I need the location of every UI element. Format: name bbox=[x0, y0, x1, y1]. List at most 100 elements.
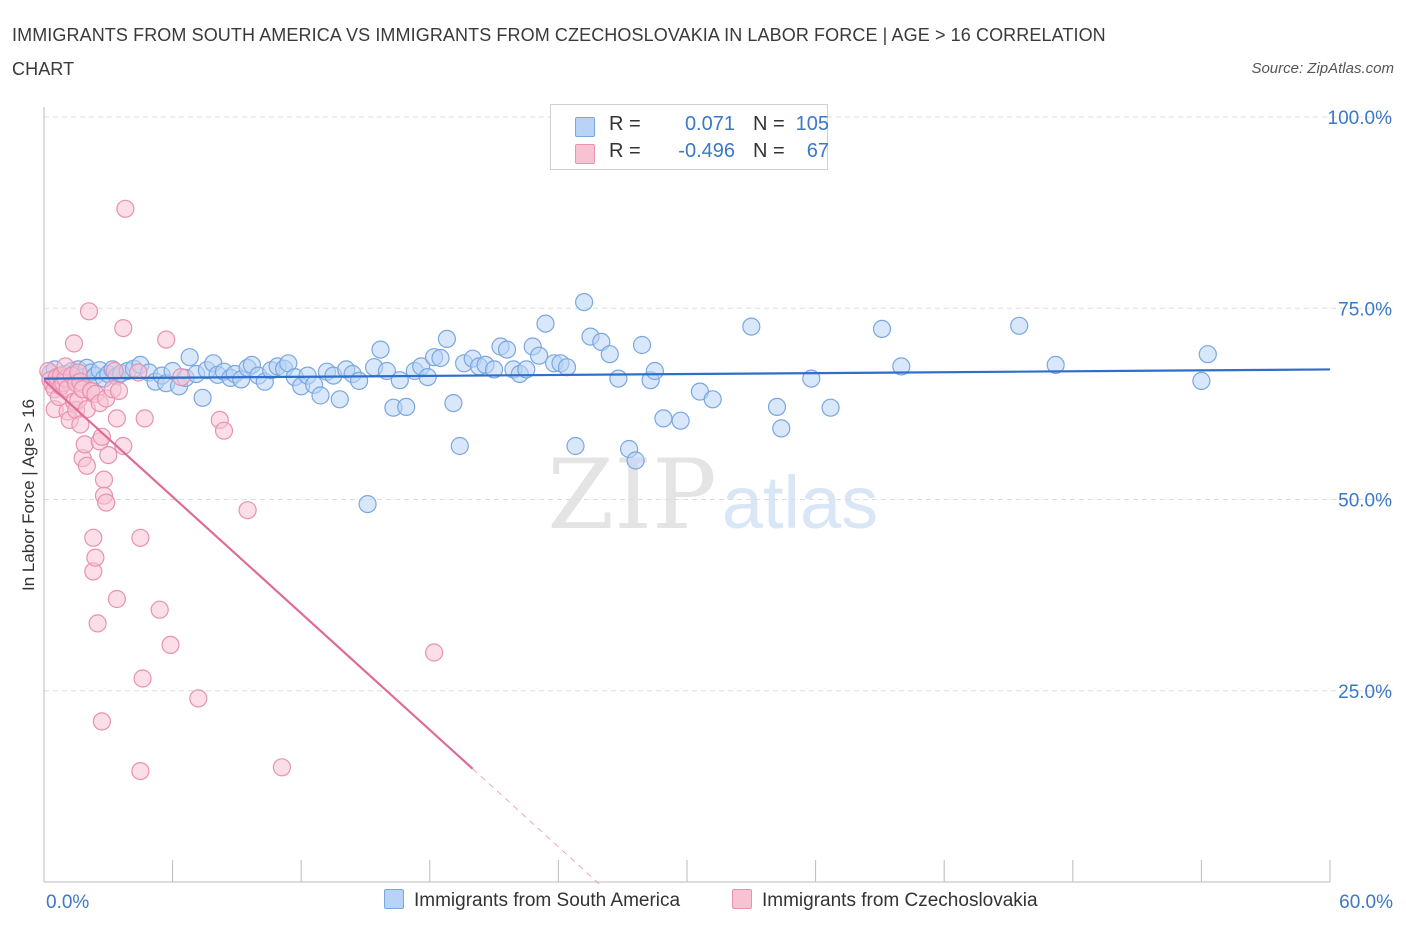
bottom-legend-swatch-czechoslovakia bbox=[732, 889, 752, 909]
point-south-america bbox=[802, 369, 821, 388]
point-czechoslovakia bbox=[97, 493, 116, 512]
point-south-america bbox=[1198, 345, 1217, 364]
point-czechoslovakia bbox=[129, 363, 148, 382]
point-south-america bbox=[529, 346, 549, 365]
point-czechoslovakia bbox=[116, 199, 135, 218]
point-czechoslovakia bbox=[131, 761, 150, 781]
trendline-czechoslovakia-extension bbox=[472, 768, 602, 887]
point-south-america bbox=[609, 369, 628, 388]
x-tick-label: 60.0% bbox=[1339, 892, 1393, 913]
point-south-america bbox=[193, 388, 212, 407]
bottom-legend-label: Immigrants from Czechoslovakia bbox=[762, 890, 1038, 911]
point-south-america bbox=[485, 360, 504, 379]
y-axis-label: In Labor Force | Age > 16 bbox=[19, 398, 38, 592]
point-czechoslovakia bbox=[88, 614, 107, 633]
legend-swatch-south-america bbox=[575, 117, 595, 137]
point-south-america bbox=[654, 409, 673, 428]
point-czechoslovakia bbox=[107, 589, 127, 609]
point-south-america bbox=[767, 397, 787, 416]
point-south-america bbox=[742, 317, 761, 336]
point-czechoslovakia bbox=[107, 409, 127, 428]
point-czechoslovakia bbox=[131, 528, 150, 547]
point-czechoslovakia bbox=[84, 528, 103, 547]
point-south-america bbox=[892, 357, 911, 376]
trendline-czechoslovakia bbox=[43, 379, 474, 770]
y-tick-label: 75.0% bbox=[1338, 299, 1392, 320]
point-south-america bbox=[626, 451, 645, 470]
point-czechoslovakia bbox=[86, 548, 105, 567]
trendline-south-america bbox=[43, 368, 1331, 380]
x-tick-label: 0.0% bbox=[46, 892, 89, 913]
legend-r-label: R = bbox=[609, 140, 641, 162]
point-czechoslovakia bbox=[92, 427, 112, 446]
correlation-legend: R = 0.071 N = 105 R = -0.496 N = 67 bbox=[550, 104, 829, 170]
y-tick-label: 100.0% bbox=[1328, 108, 1393, 129]
point-south-america bbox=[600, 345, 619, 364]
point-south-america bbox=[872, 319, 892, 338]
point-south-america bbox=[632, 335, 652, 355]
point-south-america bbox=[566, 436, 585, 456]
point-czechoslovakia bbox=[161, 635, 180, 655]
point-czechoslovakia bbox=[214, 421, 234, 440]
point-czechoslovakia bbox=[94, 470, 114, 489]
point-czechoslovakia bbox=[99, 446, 118, 465]
point-south-america bbox=[557, 358, 577, 377]
point-czechoslovakia bbox=[189, 689, 208, 708]
watermark-atlas: atlas bbox=[722, 461, 878, 544]
point-czechoslovakia bbox=[75, 435, 94, 454]
bottom-legend-label: Immigrants from South America bbox=[414, 890, 681, 911]
point-czechoslovakia bbox=[64, 334, 84, 353]
point-czechoslovakia bbox=[92, 712, 112, 731]
point-south-america bbox=[397, 397, 416, 416]
legend-n-value: 67 bbox=[806, 140, 829, 162]
point-south-america bbox=[350, 371, 369, 390]
legend-r-label: R = bbox=[609, 113, 641, 135]
point-south-america bbox=[1192, 371, 1211, 390]
point-south-america bbox=[574, 293, 594, 312]
point-south-america bbox=[330, 390, 349, 409]
point-south-america bbox=[431, 348, 450, 368]
legend-n-label: N = bbox=[753, 140, 785, 162]
legend-r-value: -0.496 bbox=[678, 140, 735, 162]
point-south-america bbox=[703, 390, 722, 409]
point-czechoslovakia bbox=[79, 302, 99, 321]
bottom-legend-south-america: Immigrants from South America bbox=[384, 889, 680, 912]
point-czechoslovakia bbox=[71, 415, 90, 434]
point-south-america bbox=[645, 361, 665, 381]
point-south-america bbox=[772, 419, 791, 438]
y-tick-label: 25.0% bbox=[1338, 682, 1392, 703]
point-south-america bbox=[444, 394, 463, 413]
point-south-america bbox=[497, 340, 517, 359]
point-south-america bbox=[418, 368, 437, 387]
point-czechoslovakia bbox=[150, 600, 169, 619]
point-south-america bbox=[1010, 316, 1029, 335]
point-south-america bbox=[671, 411, 690, 430]
chart-title: IMMIGRANTS FROM SOUTH AMERICA VS IMMIGRA… bbox=[12, 25, 1106, 79]
point-south-america bbox=[180, 348, 199, 367]
point-czechoslovakia bbox=[114, 319, 133, 338]
point-czechoslovakia bbox=[157, 330, 176, 349]
y-tick-label: 50.0% bbox=[1338, 491, 1392, 512]
chart-source: Source: ZipAtlas.com bbox=[1251, 60, 1394, 77]
point-czechoslovakia bbox=[272, 758, 291, 777]
point-czechoslovakia bbox=[77, 456, 97, 475]
bottom-legend-czechoslovakia: Immigrants from Czechoslovakia bbox=[732, 889, 1038, 912]
point-south-america bbox=[437, 329, 456, 348]
point-south-america bbox=[821, 398, 840, 417]
point-south-america bbox=[592, 332, 611, 351]
legend-r-value: 0.071 bbox=[684, 113, 735, 135]
legend-swatch-czechoslovakia bbox=[575, 144, 595, 164]
point-czechoslovakia bbox=[133, 669, 152, 688]
point-czechoslovakia bbox=[109, 381, 129, 400]
point-czechoslovakia bbox=[135, 409, 154, 428]
point-south-america bbox=[450, 436, 469, 456]
point-south-america bbox=[358, 495, 377, 514]
bottom-legend-swatch-south-america bbox=[384, 889, 404, 909]
point-czechoslovakia bbox=[105, 361, 124, 381]
point-south-america bbox=[536, 314, 555, 333]
point-south-america bbox=[1046, 355, 1065, 374]
legend-n-value: 105 bbox=[795, 113, 829, 135]
point-czechoslovakia bbox=[238, 501, 257, 520]
point-south-america bbox=[311, 386, 330, 405]
